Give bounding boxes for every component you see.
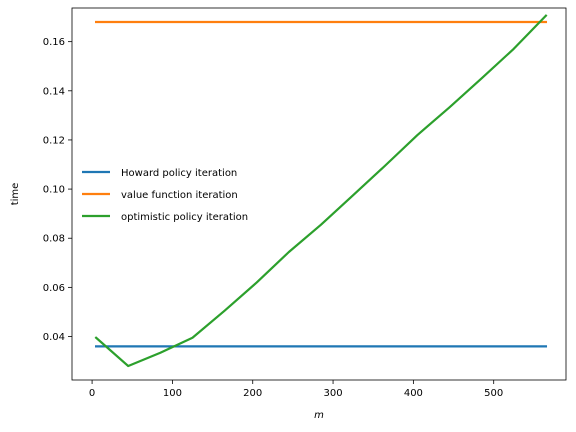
x-tick-label: 100: [163, 388, 182, 399]
y-tick-label: 0.14: [43, 86, 65, 97]
series-layer: [94, 14, 548, 368]
y-axis: 0.04 0.06 0.08 0.10 0.12 0.14 0.16: [43, 37, 72, 343]
plot-frame: [71, 7, 567, 381]
x-tick-label: 300: [324, 388, 343, 399]
legend-label-2: value function iteration: [121, 190, 238, 201]
x-tick-label: 0: [89, 388, 95, 399]
legend-label-3: optimistic policy iteration: [121, 212, 248, 223]
y-tick-label: 0.08: [43, 234, 65, 245]
x-tick-label: 200: [243, 388, 262, 399]
x-tick-label: 500: [484, 388, 503, 399]
y-tick-label: 0.06: [43, 283, 65, 294]
legend: Howard policy iteration value function it…: [82, 168, 248, 223]
y-tick-label: 0.12: [43, 135, 65, 146]
y-tick-label: 0.16: [43, 37, 65, 48]
y-axis-label: time: [10, 183, 21, 206]
x-axis-label: m: [314, 410, 324, 421]
y-tick-label: 0.10: [43, 185, 65, 196]
x-axis: 0 100 200 300 400 500: [89, 380, 503, 399]
series-line-3: [94, 14, 548, 368]
legend-label-1: Howard policy iteration: [121, 168, 237, 179]
y-tick-label: 0.04: [43, 332, 65, 343]
x-tick-label: 400: [404, 388, 423, 399]
